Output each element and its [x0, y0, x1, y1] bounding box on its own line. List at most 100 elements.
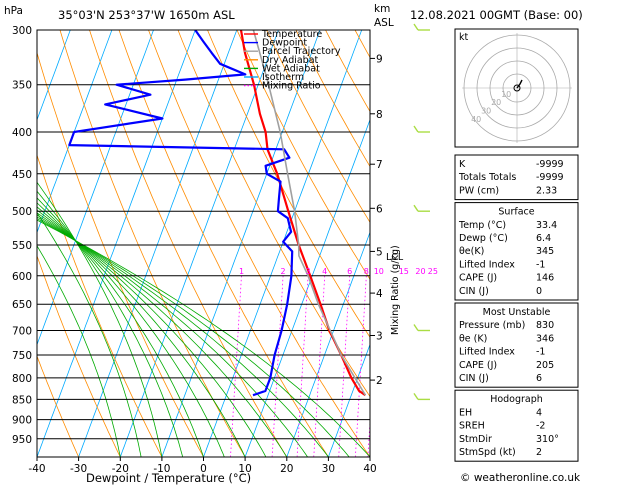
- hodograph-ring-label: 20: [491, 98, 501, 107]
- surface-box-row-value: 6.4: [536, 233, 551, 244]
- surface-box-row-label: Temp (°C): [458, 220, 506, 231]
- mixing-ratio-axis-label: Mixing Ratio (g/kg): [390, 245, 401, 335]
- wind-barb-feather: [414, 393, 418, 399]
- most-unstable-box-row-value: 346: [536, 333, 554, 344]
- pressure-tick-label: 600: [12, 271, 32, 283]
- hodograph-stats-box-row-value: 310°: [536, 434, 559, 445]
- wind-barb-feather: [414, 24, 418, 30]
- pressure-tick-label: 450: [12, 169, 32, 181]
- indices-box-row-value: 2.33: [536, 185, 557, 196]
- legend-item-label: Mixing Ratio: [262, 81, 321, 92]
- pressure-tick-label: 350: [12, 80, 32, 92]
- most-unstable-box-title: Most Unstable: [483, 307, 551, 318]
- hodograph-ring-label: 10: [501, 90, 511, 99]
- surface-box-row-label: Dewp (°C): [459, 233, 508, 244]
- isotherm-line: [0, 0, 11, 474]
- indices-box-row-label: Totals Totals: [458, 172, 516, 183]
- indices-box-row-value: -9999: [536, 159, 564, 170]
- pressure-tick-label: 900: [12, 415, 32, 427]
- hodograph-stats-box-row-label: StmSpd (kt): [459, 447, 516, 458]
- pressure-tick-label: 300: [12, 25, 32, 37]
- indices-box-row-label: K: [459, 159, 466, 170]
- most-unstable-box-row-label: CIN (J): [459, 373, 489, 384]
- most-unstable-box-row-label: θe (K): [459, 333, 487, 344]
- hodograph-stats-box-title: Hodograph: [490, 394, 543, 405]
- wind-barbs: [414, 24, 430, 399]
- height-unit-km: km: [374, 3, 390, 15]
- surface-box-row-value: 0: [536, 286, 542, 297]
- x-axis-label: Dewpoint / Temperature (°C): [86, 471, 251, 485]
- mixing-ratio-label: 8: [364, 267, 369, 276]
- temperature-tick-label: 30: [322, 463, 335, 475]
- pressure-tick-label: 550: [12, 240, 32, 252]
- stability-indices-panel: K -9999 Totals Totals -9999 PW (cm) 2.33Surfa…: [455, 155, 578, 461]
- hodograph-unit-label: kt: [459, 32, 469, 43]
- datetime-title: 12.08.2021 00GMT (Base: 00): [410, 8, 583, 22]
- plot-background: [37, 30, 370, 457]
- pressure-tick-label: 500: [12, 206, 32, 218]
- mixing-ratio-label: 20: [415, 267, 425, 276]
- height-tick-label: 2: [376, 375, 383, 387]
- height-tick-label: 6: [376, 203, 383, 215]
- height-tick-label: 7: [376, 159, 383, 171]
- mixing-ratio-label: 2: [281, 267, 286, 276]
- pressure-tick-label: 750: [12, 350, 32, 362]
- surface-box-row-label: CIN (J): [459, 286, 489, 297]
- hodograph-stats-box-row-label: StmDir: [459, 434, 492, 445]
- hodograph-stats-box-row-value: -2: [536, 421, 545, 432]
- height-tick-label: 8: [376, 109, 383, 121]
- wind-barb-feather: [414, 325, 418, 331]
- most-unstable-box-row-value: -1: [536, 347, 545, 358]
- surface-box-row-value: -1: [536, 259, 545, 270]
- pressure-unit-label: hPa: [4, 5, 23, 17]
- pressure-tick-label: 850: [12, 394, 32, 406]
- hodograph-stats-box-row-value: 4: [536, 407, 542, 418]
- height-tick-label: 9: [376, 53, 383, 65]
- height-unit-asl: ASL: [374, 17, 394, 29]
- most-unstable-box-row-label: Pressure (mb): [459, 320, 525, 331]
- copyright-footer: © weatheronline.co.uk: [460, 472, 581, 484]
- mixing-ratio-label: 1: [239, 267, 244, 276]
- pressure-tick-label: 800: [12, 373, 32, 385]
- temperature-tick-label: 20: [280, 463, 293, 475]
- surface-box-title: Surface: [498, 207, 534, 218]
- surface-box-row-label: CAPE (J): [459, 273, 497, 284]
- surface-box-row-label: θe(K): [459, 246, 484, 257]
- wind-barb-feather: [414, 126, 418, 132]
- mixing-ratio-label: 3: [306, 267, 311, 276]
- hodograph-stats-box-row-label: SREH: [459, 421, 485, 432]
- most-unstable-box-row-value: 830: [536, 320, 554, 331]
- location-title: 35°03'N 253°37'W 1650m ASL: [58, 8, 235, 22]
- most-unstable-box-row-label: Lifted Index: [459, 347, 515, 358]
- most-unstable-box-row-value: 205: [536, 360, 554, 371]
- mixing-ratio-label: 4: [322, 267, 327, 276]
- surface-box-row-value: 146: [536, 273, 554, 284]
- height-tick-label: 4: [376, 288, 383, 300]
- surface-box-row-value: 345: [536, 246, 554, 257]
- mixing-ratio-line: [422, 276, 433, 457]
- pressure-tick-label: 950: [12, 434, 32, 446]
- height-tick-label: 5: [376, 246, 383, 258]
- most-unstable-box-row-label: CAPE (J): [459, 360, 497, 371]
- hodograph-stats-box-row-label: EH: [459, 407, 472, 418]
- wind-barb-feather: [414, 205, 418, 211]
- pressure-tick-label: 400: [12, 127, 32, 139]
- pressure-tick-label: 700: [12, 326, 32, 338]
- height-tick-label: 3: [376, 331, 383, 343]
- hodograph-ring-label: 40: [471, 115, 481, 124]
- temperature-tick-label: -40: [28, 463, 45, 475]
- mixing-ratio-label: 25: [428, 267, 438, 276]
- indices-box-row-value: -9999: [536, 172, 564, 183]
- temperature-tick-label: -30: [70, 463, 87, 475]
- hodograph-stats-box-row-value: 2: [536, 447, 542, 458]
- mixing-ratio-line: [410, 276, 421, 457]
- mixing-ratio-label: 10: [374, 267, 384, 276]
- mixing-ratio-label: 6: [347, 267, 352, 276]
- surface-box-row-label: Lifted Index: [459, 259, 515, 270]
- surface-box-row-value: 33.4: [536, 220, 557, 231]
- indices-box-row-label: PW (cm): [459, 185, 499, 196]
- hodograph-ring-label: 30: [481, 107, 491, 116]
